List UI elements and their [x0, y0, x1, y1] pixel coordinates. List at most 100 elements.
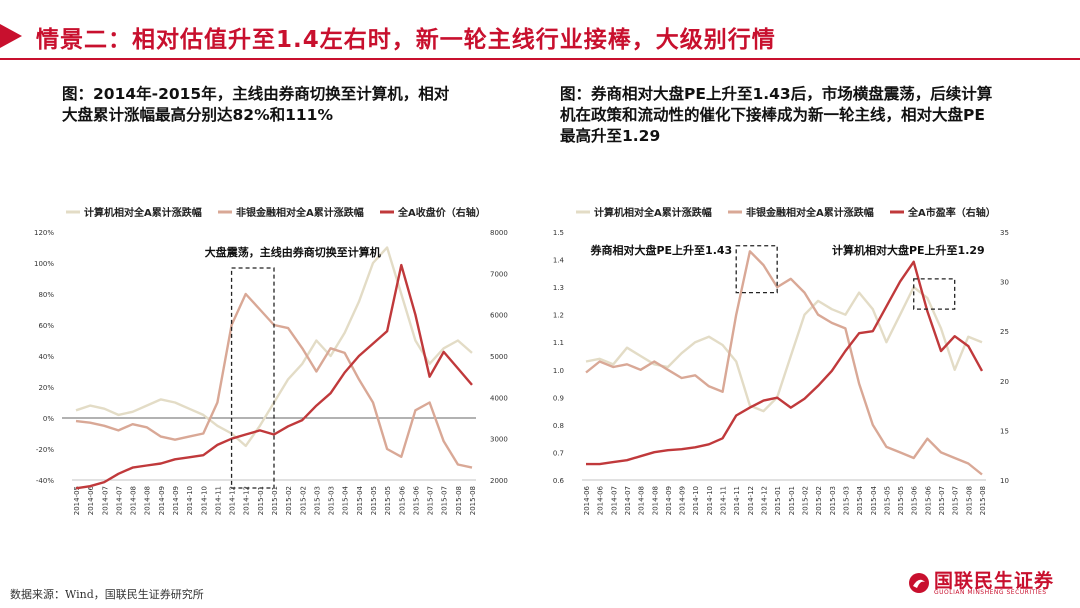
x-tick-label: 2014-07	[624, 486, 632, 515]
legend-label-1: 非银金融相对全A累计涨跌幅	[746, 206, 874, 219]
y-left-tick: 0.8	[553, 422, 564, 430]
series-line-2	[75, 263, 473, 490]
y-right-tick: 2000	[490, 477, 508, 485]
data-source: 数据来源：Wind，国联民生证券研究所	[10, 588, 204, 601]
x-tick-label: 2014-11	[214, 486, 222, 515]
left-chart: 计算机相对全A累计涨跌幅 非银金融相对全A累计涨跌幅 全A收盘价（右轴） 120% 10…	[34, 206, 508, 515]
x-tick-label: 2015-05	[370, 486, 378, 515]
annotation-box-0	[735, 245, 778, 294]
legend-label-2: 全A市盈率（右轴）	[907, 206, 996, 219]
y-left-tick: 1.0	[553, 367, 564, 375]
x-tick-label: 2014-09	[172, 486, 180, 515]
x-tick-label: 2014-11	[720, 486, 728, 515]
y-left-tick: 0.9	[553, 394, 564, 402]
x-tick-label: 2015-08	[979, 486, 987, 515]
x-tick-label: 2015-06	[911, 485, 919, 515]
x-tick-label: 2015-02	[285, 486, 293, 515]
y-left-tick: 0%	[43, 415, 54, 423]
x-tick-label: 2015-05	[883, 486, 891, 515]
y-right-tick: 10	[1000, 477, 1009, 485]
x-tick-label: 2014-07	[610, 486, 618, 515]
annotation-label-0: 券商相对大盘PE上升至1.43	[589, 243, 732, 257]
legend-label-2: 全A收盘价（右轴）	[397, 206, 486, 219]
annotation-box-1	[913, 278, 956, 310]
annotation-box-0	[230, 267, 275, 489]
x-tick-label: 2015-02	[801, 486, 809, 515]
x-tick-label: 2015-03	[842, 486, 850, 515]
title-triangle-icon	[0, 24, 22, 48]
y-left-tick: 1.2	[553, 312, 564, 320]
x-tick-label: 2015-08	[469, 486, 477, 515]
x-tick-label: 2014-10	[706, 486, 714, 515]
y-left-tick: 1.1	[553, 339, 564, 347]
x-tick-label: 2015-07	[427, 486, 435, 515]
series-line-0	[585, 285, 983, 413]
logo-text-cn: 国联民生证券	[934, 570, 1055, 592]
x-tick-label: 2015-08	[455, 486, 463, 515]
y-right-tick: 25	[1000, 328, 1009, 336]
y-left-tick: 120%	[34, 229, 54, 237]
x-tick-label: 2015-05	[384, 486, 392, 515]
brand-logo: 国联民生证券 GUOLIAN MINSHENG SECURITIES	[908, 566, 1073, 602]
title-divider	[0, 58, 1080, 60]
x-tick-label: 2014-12	[747, 486, 755, 515]
x-tick-label: 2015-02	[815, 486, 823, 515]
y-right-tick: 3000	[490, 436, 508, 444]
x-tick-label: 2015-03	[829, 486, 837, 515]
y-left-tick: 0.7	[553, 449, 564, 457]
x-tick-label: 2015-07	[938, 486, 946, 515]
x-tick-label: 2014-12	[229, 486, 237, 515]
right-chart: 计算机相对全A累计涨跌幅 非银金融相对全A累计涨跌幅 全A市盈率（右轴） 1.5 1.4…	[553, 206, 1009, 515]
series-line-1	[585, 250, 983, 476]
x-tick-label: 2015-03	[328, 486, 336, 515]
x-tick-label: 2015-04	[870, 485, 878, 515]
y-left-tick: 0.6	[553, 477, 565, 485]
x-tick-label: 2014-12	[243, 486, 251, 515]
x-tick-label: 2015-04	[356, 485, 364, 515]
x-tick-label: 2014-05	[73, 486, 81, 515]
y-left-tick: 1.5	[553, 229, 564, 237]
title-bar: 情景二：相对估值升至1.4左右时，新一轮主线行业接棒，大级别行情	[0, 10, 1080, 64]
x-tick-label: 2014-08	[638, 486, 646, 515]
logo-text-en: GUOLIAN MINSHENG SECURITIES	[934, 589, 1047, 596]
annotation-label-1: 计算机相对大盘PE上升至1.29	[832, 243, 985, 257]
x-tick-label: 2014-10	[200, 486, 208, 515]
x-tick-label: 2014-12	[761, 486, 769, 515]
y-left-tick: 60%	[38, 322, 54, 330]
page-title: 情景二：相对估值升至1.4左右时，新一轮主线行业接棒，大级别行情	[36, 27, 776, 53]
x-tick-label: 2014-06	[597, 485, 605, 515]
y-left-tick: 40%	[38, 353, 54, 361]
y-right-tick: 30	[1000, 279, 1009, 287]
x-tick-label: 2014-09	[158, 486, 166, 515]
x-tick-label: 2015-01	[271, 486, 279, 515]
x-tick-label: 2015-07	[952, 486, 960, 515]
x-tick-label: 2015-01	[774, 486, 782, 515]
x-tick-label: 2014-09	[679, 486, 687, 515]
y-left-tick: 80%	[38, 291, 54, 299]
legend-label-0: 计算机相对全A累计涨跌幅	[84, 206, 202, 219]
x-tick-label: 2014-08	[651, 486, 659, 515]
x-tick-label: 2015-04	[342, 485, 350, 515]
x-tick-label: 2014-08	[144, 486, 152, 515]
y-right-tick: 20	[1000, 378, 1009, 386]
x-tick-label: 2015-07	[441, 486, 449, 515]
x-tick-label: 2015-02	[299, 486, 307, 515]
y-left-tick: -40%	[36, 477, 54, 485]
x-tick-label: 2015-01	[257, 486, 265, 515]
logo-mark-icon	[909, 573, 929, 593]
x-tick-label: 2014-06	[87, 485, 95, 515]
x-tick-label: 2014-09	[665, 486, 673, 515]
y-left-tick: 1.4	[553, 257, 565, 265]
right-chart-caption: 图：券商相对大盘PE上升至1.43后，市场横盘震荡，后续计算机在政策和流动性的催…	[560, 85, 993, 145]
x-tick-label: 2014-11	[733, 486, 741, 515]
x-tick-label: 2014-07	[115, 486, 123, 515]
y-left-tick: -20%	[36, 446, 54, 454]
x-tick-label: 2014-07	[101, 486, 109, 515]
x-tick-label: 2015-08	[965, 486, 973, 515]
legend-label-0: 计算机相对全A累计涨跌幅	[594, 206, 712, 219]
x-tick-label: 2015-01	[788, 486, 796, 515]
x-tick-label: 2015-06	[924, 485, 932, 515]
legend-label-1: 非银金融相对全A累计涨跌幅	[236, 206, 364, 219]
y-right-tick: 4000	[490, 394, 508, 402]
x-tick-label: 2014-08	[130, 486, 138, 515]
